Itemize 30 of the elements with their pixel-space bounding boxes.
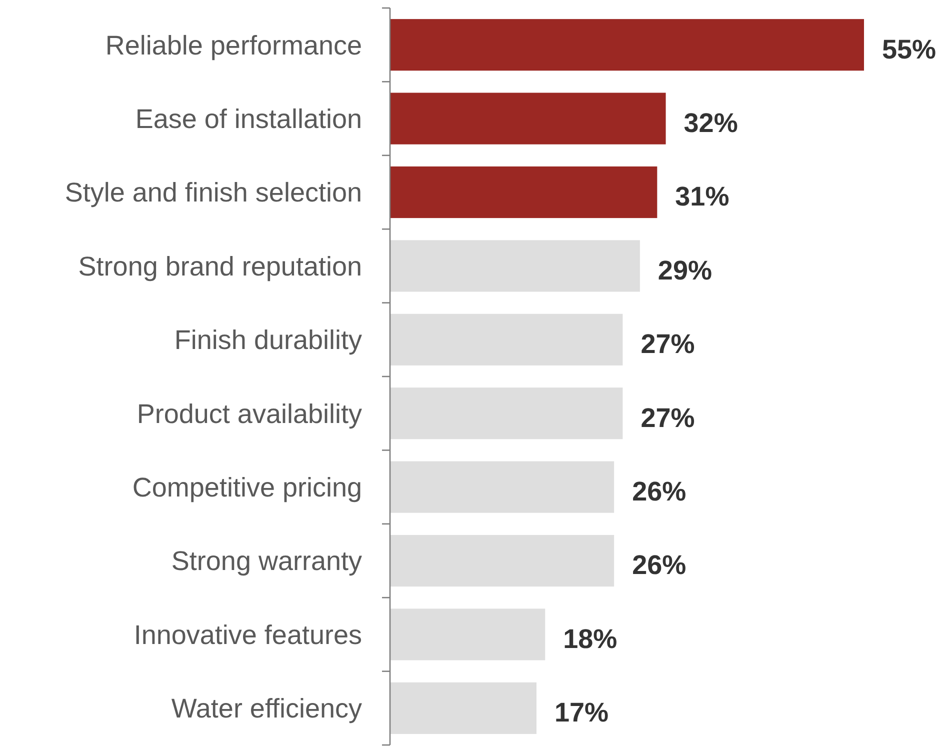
- data-label: 17%: [554, 698, 609, 728]
- bar: [390, 240, 640, 292]
- data-label: 32%: [684, 108, 738, 138]
- data-label: 55%: [882, 34, 936, 64]
- y-tick-label: Reliable performance: [105, 30, 362, 60]
- data-label: 27%: [640, 329, 695, 360]
- y-tick-label: Ease of installation: [135, 104, 362, 134]
- bar: [390, 166, 658, 218]
- bar: [390, 461, 614, 513]
- data-label: 26%: [632, 550, 686, 580]
- data-label: 26%: [632, 476, 686, 506]
- y-tick-label: Competitive pricing: [132, 472, 362, 502]
- y-tick-label: Innovative features: [134, 620, 362, 650]
- y-tick-label: Water efficiency: [171, 694, 362, 724]
- data-label: 27%: [640, 402, 695, 433]
- bar: [390, 534, 614, 587]
- data-label: 29%: [658, 255, 712, 286]
- bar: [390, 608, 546, 660]
- bar: [390, 92, 666, 144]
- data-label: 18%: [563, 624, 618, 654]
- y-tick-label: Finish durability: [174, 325, 362, 356]
- bar: [390, 682, 537, 734]
- y-tick-label: Style and finish selection: [64, 178, 362, 208]
- y-tick-label: Product availability: [136, 398, 362, 429]
- bar: [390, 388, 623, 440]
- bar: [390, 314, 623, 366]
- y-tick-label: Strong warranty: [171, 546, 362, 576]
- data-label: 31%: [675, 182, 730, 212]
- bar: [390, 19, 864, 71]
- y-tick-label: Strong brand reputation: [78, 251, 362, 282]
